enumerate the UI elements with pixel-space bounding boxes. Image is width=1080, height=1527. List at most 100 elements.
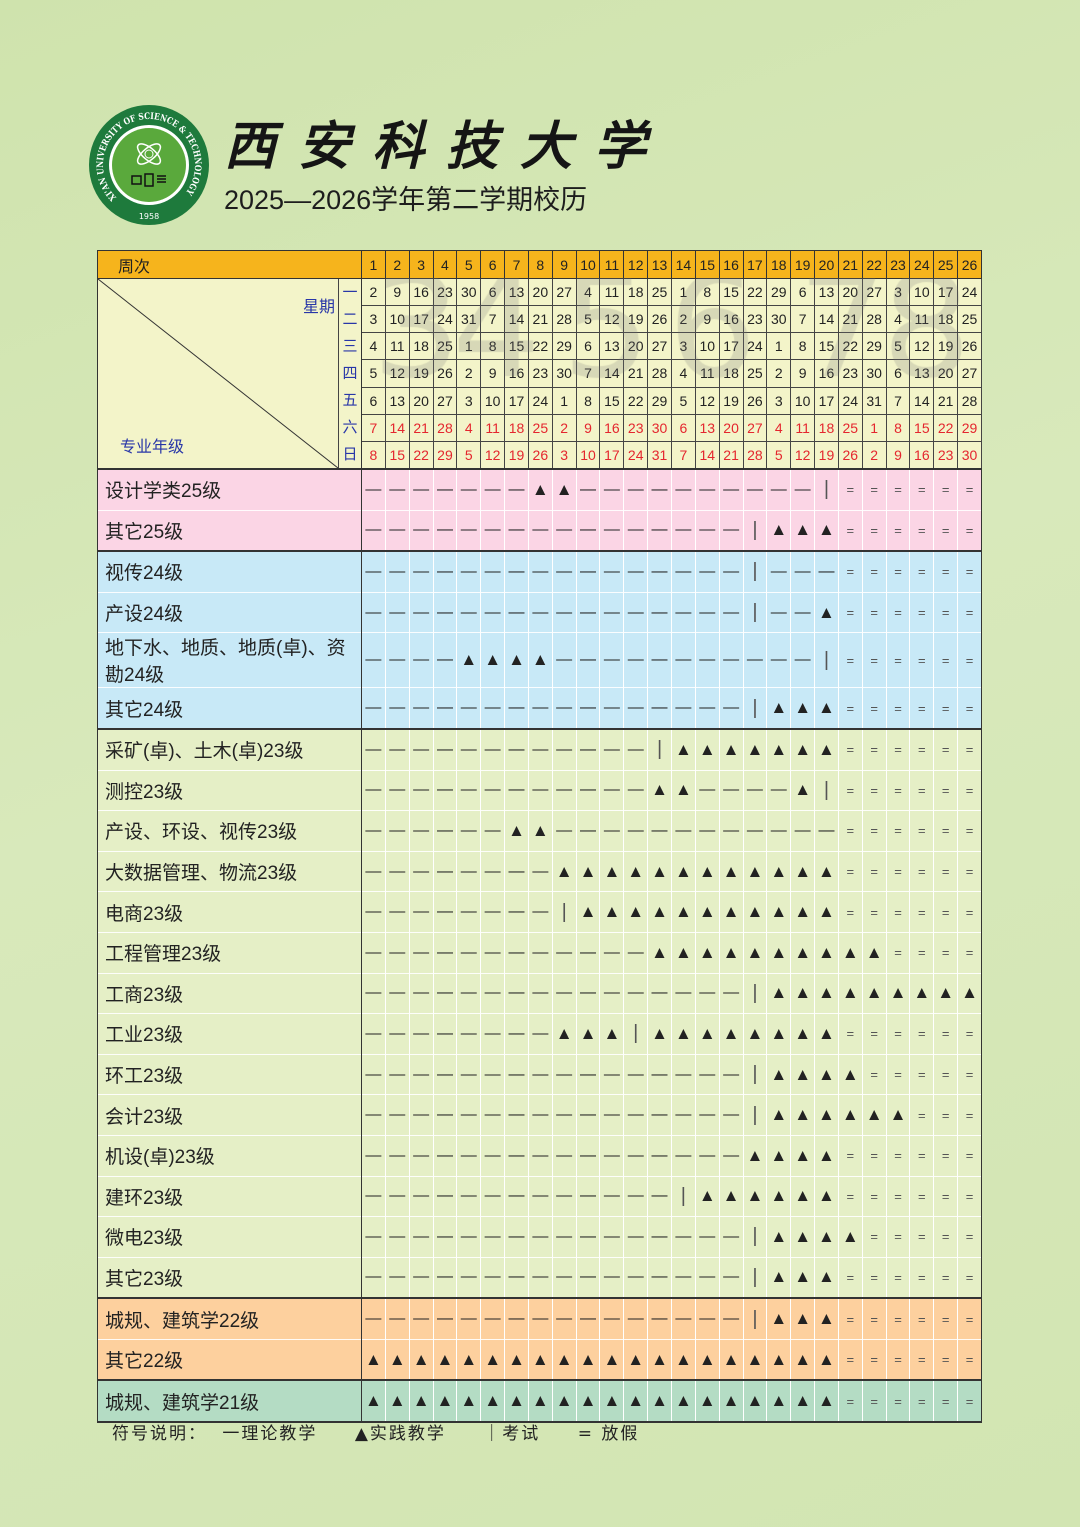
- date-cell: 19: [814, 440, 839, 470]
- date-cell: 30: [456, 277, 482, 307]
- practice-mark: ▲: [718, 727, 743, 771]
- date-cell: 17: [599, 440, 625, 470]
- holiday-mark: =: [933, 1338, 958, 1381]
- theory-mark: —: [647, 1216, 672, 1258]
- theory-mark: —: [599, 1175, 624, 1217]
- practice-mark: ▲: [694, 891, 720, 933]
- date-cell: 1: [766, 332, 792, 361]
- major-name: 工商23级: [97, 972, 362, 1014]
- major-row: 电商23级 — — — — — — — — | ▲ ▲ ▲ ▲ ▲ ▲ ▲ ▲ ▲ ▲ ▲ = = = = = =: [97, 891, 982, 933]
- practice-mark: ▲: [527, 1338, 553, 1381]
- week-number: 13: [647, 250, 672, 279]
- holiday-mark: =: [861, 687, 887, 729]
- practice-mark: ▲: [694, 1338, 720, 1381]
- theory-mark: —: [647, 972, 672, 1014]
- holiday-mark: =: [909, 1094, 934, 1136]
- practice-mark: ▲: [814, 1094, 839, 1136]
- major-name: 电商23级: [97, 891, 362, 933]
- holiday-mark: =: [909, 1379, 934, 1424]
- theory-mark: —: [408, 931, 434, 974]
- practice-mark: ▲: [694, 850, 720, 892]
- theory-mark: —: [575, 972, 600, 1014]
- theory-mark: —: [408, 850, 434, 892]
- date-cell: 26: [432, 359, 458, 388]
- practice-mark: ▲: [647, 891, 672, 933]
- theory-mark: —: [384, 891, 410, 933]
- theory-mark: —: [599, 509, 624, 552]
- holiday-mark: =: [837, 769, 863, 811]
- holiday-mark: =: [957, 591, 982, 633]
- week-number: 8: [527, 250, 553, 279]
- holiday-mark: =: [837, 1379, 863, 1424]
- major-row: 工商23级 — — — — — — — — — — — — — — — — | ▲ ▲ ▲ ▲ ▲ ▲ ▲ ▲ ▲: [97, 972, 982, 1014]
- practice-mark: ▲: [790, 1256, 815, 1299]
- practice-mark: ▲: [551, 467, 577, 511]
- theory-mark: —: [623, 931, 648, 974]
- theory-mark: —: [718, 1134, 743, 1176]
- legend-theory: 一理论教学: [222, 1424, 318, 1444]
- holiday-mark: =: [861, 1175, 887, 1217]
- major-row: 产设24级 — — — — — — — — — — — — — — — — | — — ▲ = = = = = =: [97, 591, 982, 633]
- holiday-mark: =: [861, 727, 887, 771]
- date-cell: 31: [647, 440, 672, 470]
- holiday-mark: =: [933, 591, 958, 633]
- date-cell: 25: [527, 413, 553, 442]
- theory-mark: —: [456, 1134, 481, 1176]
- holiday-mark: =: [861, 1256, 887, 1299]
- major-name: 城规、建筑学21级: [97, 1379, 362, 1424]
- holiday-mark: =: [861, 1297, 887, 1340]
- date-cell: 26: [647, 305, 672, 334]
- practice-mark: ▲: [885, 972, 910, 1014]
- holiday-mark: =: [837, 687, 863, 729]
- major-name: 其它23级: [97, 1256, 362, 1299]
- holiday-mark: =: [957, 1175, 982, 1217]
- holiday-mark: =: [837, 1338, 863, 1381]
- practice-mark: ▲: [527, 467, 553, 511]
- major-row: 采矿(卓)、土木(卓)23级 — — — — — — — — — — — — | ▲ ▲ ▲ ▲ ▲ ▲ ▲ = = = = = =: [97, 727, 982, 771]
- practice-mark: ▲: [790, 727, 815, 771]
- theory-mark: —: [408, 810, 434, 852]
- date-cell: 24: [957, 277, 982, 307]
- theory-mark: —: [814, 550, 839, 593]
- date-cell: 6: [885, 359, 911, 388]
- practice-mark: ▲: [814, 1256, 839, 1299]
- practice-mark: ▲: [361, 1338, 386, 1381]
- date-cell: 3: [361, 305, 386, 334]
- theory-mark: —: [361, 591, 386, 633]
- date-cell: 16: [599, 413, 625, 442]
- theory-mark: —: [647, 1175, 672, 1217]
- date-cell: 26: [742, 386, 768, 415]
- theory-mark: —: [456, 509, 481, 552]
- holiday-mark: =: [885, 727, 910, 771]
- date-cell: 7: [790, 305, 816, 334]
- date-cell: 4: [766, 413, 792, 442]
- theory-mark: —: [527, 550, 553, 593]
- practice-mark: ▲: [742, 931, 767, 974]
- theory-mark: —: [790, 550, 815, 593]
- theory-mark: —: [623, 769, 648, 811]
- date-cell: 3: [885, 277, 911, 307]
- practice-mark: ▲: [384, 1379, 410, 1424]
- holiday-mark: =: [933, 891, 958, 933]
- practice-mark: ▲: [766, 1053, 791, 1095]
- date-cell: 6: [790, 277, 816, 307]
- weekday-header-label: 星期: [302, 299, 335, 316]
- date-cell: 4: [361, 332, 386, 361]
- practice-mark: ▲: [814, 1297, 839, 1340]
- holiday-mark: =: [909, 727, 934, 771]
- theory-mark: —: [694, 1297, 720, 1340]
- practice-mark: ▲: [814, 591, 839, 633]
- date-cell: 19: [933, 332, 959, 361]
- holiday-mark: =: [909, 1256, 934, 1299]
- theory-mark: —: [670, 632, 696, 688]
- practice-mark: ▲: [647, 769, 672, 811]
- theory-mark: —: [384, 1134, 410, 1176]
- date-cell: 14: [694, 440, 720, 470]
- date-cell: 27: [432, 386, 458, 415]
- page-title: 2025—2026学年第二学期校历: [224, 185, 588, 215]
- date-cell: 17: [504, 386, 529, 415]
- theory-mark: —: [575, 1053, 600, 1095]
- theory-mark: —: [623, 467, 648, 511]
- major-row: 会计23级 — — — — — — — — — — — — — — — — | ▲ ▲ ▲ ▲ ▲ ▲ = = =: [97, 1094, 982, 1136]
- holiday-mark: =: [909, 769, 934, 811]
